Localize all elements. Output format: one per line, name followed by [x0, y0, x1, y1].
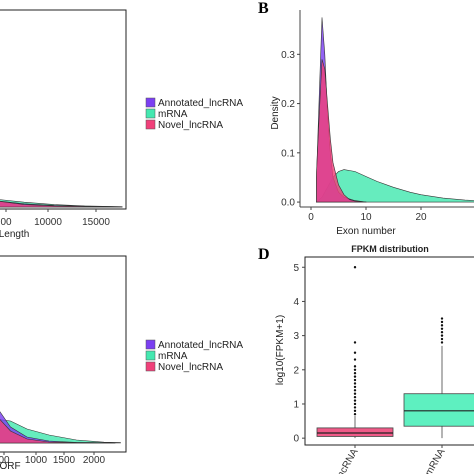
panel-a-x-tick-label: 15000 [82, 217, 110, 228]
legend-swatch-mrna [145, 108, 156, 119]
density-area-novel-lncrna [316, 59, 367, 203]
box-outlier-lncrna [353, 406, 357, 409]
panel-c-x-tick-label: 1500 [53, 455, 76, 466]
panel-b-letter: B [258, 0, 269, 17]
box-outlier-lncrna [353, 358, 357, 361]
legend-swatch-novel-lncrna [145, 361, 156, 372]
panel-c-frame [0, 255, 127, 453]
panel-c-x-ticks: 00 1000 1500 2000 [0, 452, 106, 466]
box-outlier-lncrna [353, 341, 357, 344]
panel-b-y-tick-label: 0.2 [281, 99, 295, 110]
panel-b-y-tick-label: 0.3 [281, 50, 295, 61]
panel-a-x-axis-label: Length [0, 229, 29, 240]
panel-d-x-ticks: lncRNA mRNA [334, 445, 448, 474]
panel-c-x-tick-label: 2000 [83, 455, 106, 466]
panel-b-x-tick-label: 10 [360, 212, 372, 223]
panel-d-y-tick-label: 3 [293, 331, 299, 342]
panel-c-x-tick-label: 1000 [25, 455, 48, 466]
panel-d-y-ticks: 0 1 2 3 4 5 [293, 263, 305, 445]
panel-a-x-tick-label: 00 [0, 217, 12, 228]
box-outlier-lncrna [353, 378, 357, 382]
box-outlier-lncrna [353, 413, 357, 416]
box-outlier-mrna [440, 320, 444, 324]
box-outlier-lncrna [353, 392, 357, 395]
box-outlier-lncrna [353, 375, 357, 378]
panel-a-areas [0, 199, 123, 208]
box-outlier-lncrna [353, 389, 357, 392]
panel-d-y-tick-label: 5 [293, 263, 299, 274]
panel-b-x-axis-label: Exon number [336, 226, 396, 237]
density-area-novel-lncrna [0, 419, 116, 444]
box-body-lncrna [316, 427, 394, 437]
legend-label-mrna: mRNA [158, 351, 188, 362]
legend-label-novel-lncrna: Novel_lncRNA [158, 120, 223, 131]
box-outlier-lncrna [353, 382, 357, 385]
legend-swatch-novel-lncrna [145, 119, 156, 130]
panel-c-orf-density: 00 1000 1500 2000 ORF Annotated_lncRNAmRNAN… [0, 255, 243, 472]
box-outlier-mrna [440, 334, 444, 337]
panel-b-exon-density: B Density 0.0 0.1 0.2 0.3 0 10 20 Exon number [258, 0, 474, 237]
panel-d-y-axis-label: log10(FPKM+1) [275, 315, 286, 385]
panel-b-x-tick-label: 20 [415, 212, 427, 223]
box-body-mrna [403, 393, 474, 427]
panel-d-title: FPKM distribution [351, 244, 429, 254]
legend-label-mrna: mRNA [158, 109, 188, 120]
panel-b-x-ticks: 0 10 20 [308, 207, 427, 223]
legend-label-annotated-lncrna: Annotated_lncRNA [158, 340, 243, 351]
box-outlier-mrna [440, 317, 444, 320]
panel-c-x-tick-label: 00 [0, 455, 10, 466]
box-outlier-lncrna [353, 368, 357, 371]
panel-b-y-axis-label: Density [270, 96, 281, 129]
panel-d-y-tick-label: 2 [293, 365, 299, 376]
density-area-novel-lncrna [0, 201, 123, 208]
box-outlier-lncrna [353, 351, 357, 354]
box-outlier-mrna [440, 341, 444, 344]
panel-d-x-tick-label-mrna: mRNA [423, 447, 447, 474]
panel-d-y-tick-label: 1 [293, 399, 299, 410]
panel-d-boxes [316, 266, 474, 439]
panel-a-length-density: 00 10000 15000 Length Annotated_lncRNAmRNA… [0, 9, 243, 240]
panel-b-x-tick-label: 0 [308, 212, 314, 223]
box-outlier-lncrna [353, 399, 357, 402]
box-outlier-mrna [440, 327, 444, 330]
legend-label-novel-lncrna: Novel_lncRNA [158, 362, 223, 373]
legend-swatch-mrna [145, 350, 156, 361]
panel-a-frame [0, 9, 127, 210]
panel-b-y-ticks: 0.0 0.1 0.2 0.3 [281, 50, 300, 209]
box-outlier-mrna [440, 331, 444, 334]
panel-a-x-ticks: 00 10000 15000 [0, 209, 110, 228]
panel-d-fpkm-boxplot: D FPKM distribution log10(FPKM+1) 0 1 2 3 4 5… [258, 244, 474, 474]
panel-a-x-tick-label: 10000 [34, 217, 62, 228]
panel-c-areas [0, 411, 121, 444]
legend-label-annotated-lncrna: Annotated_lncRNA [158, 98, 243, 109]
box-outlier-mrna [440, 324, 444, 327]
box-outlier-lncrna [353, 372, 357, 375]
panel-d-y-tick-label: 4 [293, 297, 299, 308]
box-outlier-mrna [440, 337, 444, 341]
panel-d-letter: D [258, 246, 270, 263]
box-outlier-lncrna [353, 402, 357, 406]
panel-b-y-tick-label: 0.0 [281, 198, 295, 209]
legend-swatch-annotated-lncrna [145, 339, 156, 350]
panel-c-x-axis-label: ORF [0, 461, 21, 472]
box-outlier-lncrna [353, 409, 357, 413]
box-outlier-lncrna [353, 395, 357, 399]
legend-swatch-annotated-lncrna [145, 97, 156, 108]
box-outlier-lncrna [353, 385, 357, 389]
box-outlier-lncrna [353, 266, 357, 269]
panel-b-y-tick-label: 0.1 [281, 148, 295, 159]
panel-d-x-tick-label-lncrna: lncRNA [334, 447, 361, 474]
panel-d-y-tick-label: 0 [293, 434, 299, 445]
panel-b-areas [316, 17, 474, 203]
box-outlier-lncrna [353, 365, 357, 368]
panel-d-frame [304, 256, 474, 446]
